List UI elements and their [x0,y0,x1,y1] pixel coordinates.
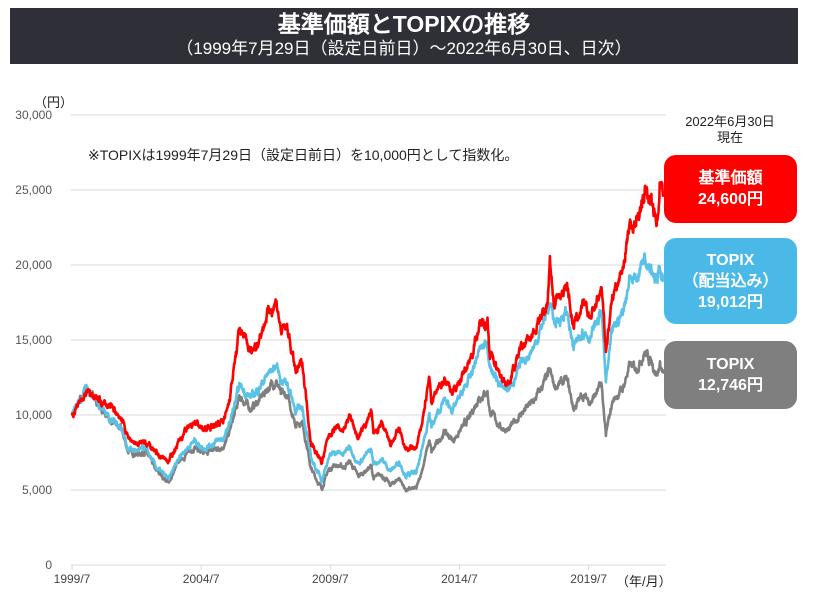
y-tick-label: 30,000 [15,108,52,122]
y-axis-unit: （円） [34,95,74,110]
y-tick-label: 15,000 [15,333,52,347]
y-tick-label: 5,000 [22,483,52,497]
x-tick-label: 1999/7 [54,572,91,586]
as-of-date-line1: 2022年6月30日 [685,114,775,129]
x-tick-label: 2004/7 [183,572,220,586]
x-tick-label: 2009/7 [312,572,349,586]
badge-topix: TOPIX 12,746円 [664,341,797,409]
badge-topix-dividend-value: 19,012円 [698,293,763,311]
title-bar: 基準価額とTOPIXの推移 （1999年7月29日（設定日前日）～2022年6月… [10,8,798,64]
series-line-2 [70,180,666,466]
y-tick-label: 20,000 [15,258,52,272]
y-tick-label: 10,000 [15,408,52,422]
x-tick-label: 2014/7 [441,572,478,586]
badge-topix-label: TOPIX [706,356,755,373]
x-axis-unit: （年/月） [616,574,672,589]
badge-topix-value: 12,746円 [698,377,763,394]
as-of-date-line2: 現在 [716,130,743,145]
chart-note: ※TOPIXは1999年7月29日（設定日前日）を10,000円として指数化。 [88,147,519,163]
badge-topix-dividend-label: TOPIX [706,251,755,269]
series-line-0 [70,348,666,493]
y-tick-label: 25,000 [15,183,52,197]
series-line-1 [70,252,666,484]
as-of-date: 2022年6月30日 現在 [670,114,790,146]
badge-topix-dividend-sublabel: （配当込み） [682,272,779,290]
badge-nav-label: 基準価額 [698,170,763,187]
badge-nav-value: 24,600円 [698,191,763,208]
badge-nav: 基準価額 24,600円 [664,155,797,223]
y-tick-label: 0 [45,558,52,572]
chart-subtitle: （1999年7月29日（設定日前日）～2022年6月30日、日次） [176,39,632,58]
chart-title: 基準価額とTOPIXの推移 [277,11,531,37]
badge-topix-dividend: TOPIX （配当込み） 19,012円 [664,238,797,324]
x-tick-label: 2019/7 [570,572,607,586]
